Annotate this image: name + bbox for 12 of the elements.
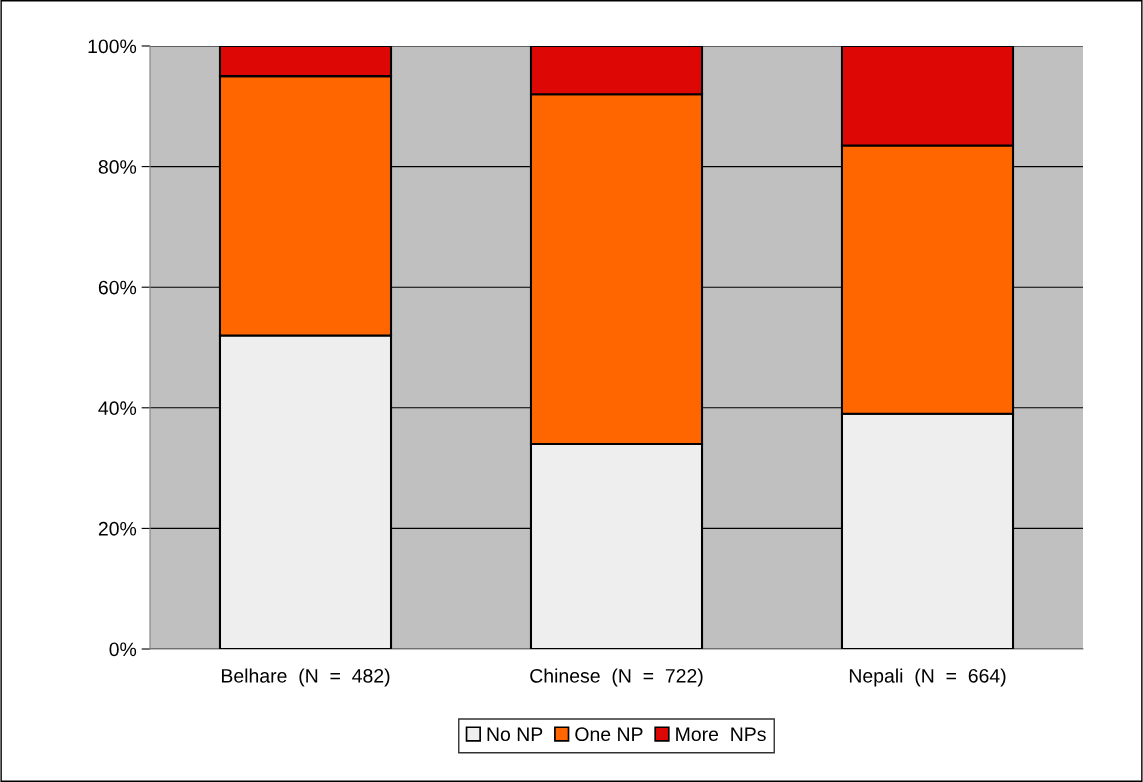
y-tick-label: 20%: [98, 521, 137, 536]
legend-label: No NP: [487, 727, 543, 742]
legend-label: More NPs: [676, 727, 766, 742]
y-tick-label: 60%: [98, 280, 137, 295]
x-tick-label: Nepali (N = 664): [849, 668, 1006, 687]
y-tick-label: 0%: [109, 642, 137, 657]
y-tick-label: 80%: [98, 160, 137, 174]
legend-label: One NP: [575, 727, 643, 742]
x-tick-label: Belhare (N = 482): [221, 668, 390, 687]
y-tick-label: 100%: [88, 39, 137, 54]
x-tick-label: Chinese (N = 722): [530, 668, 703, 687]
y-tick-label: 40%: [98, 401, 137, 416]
